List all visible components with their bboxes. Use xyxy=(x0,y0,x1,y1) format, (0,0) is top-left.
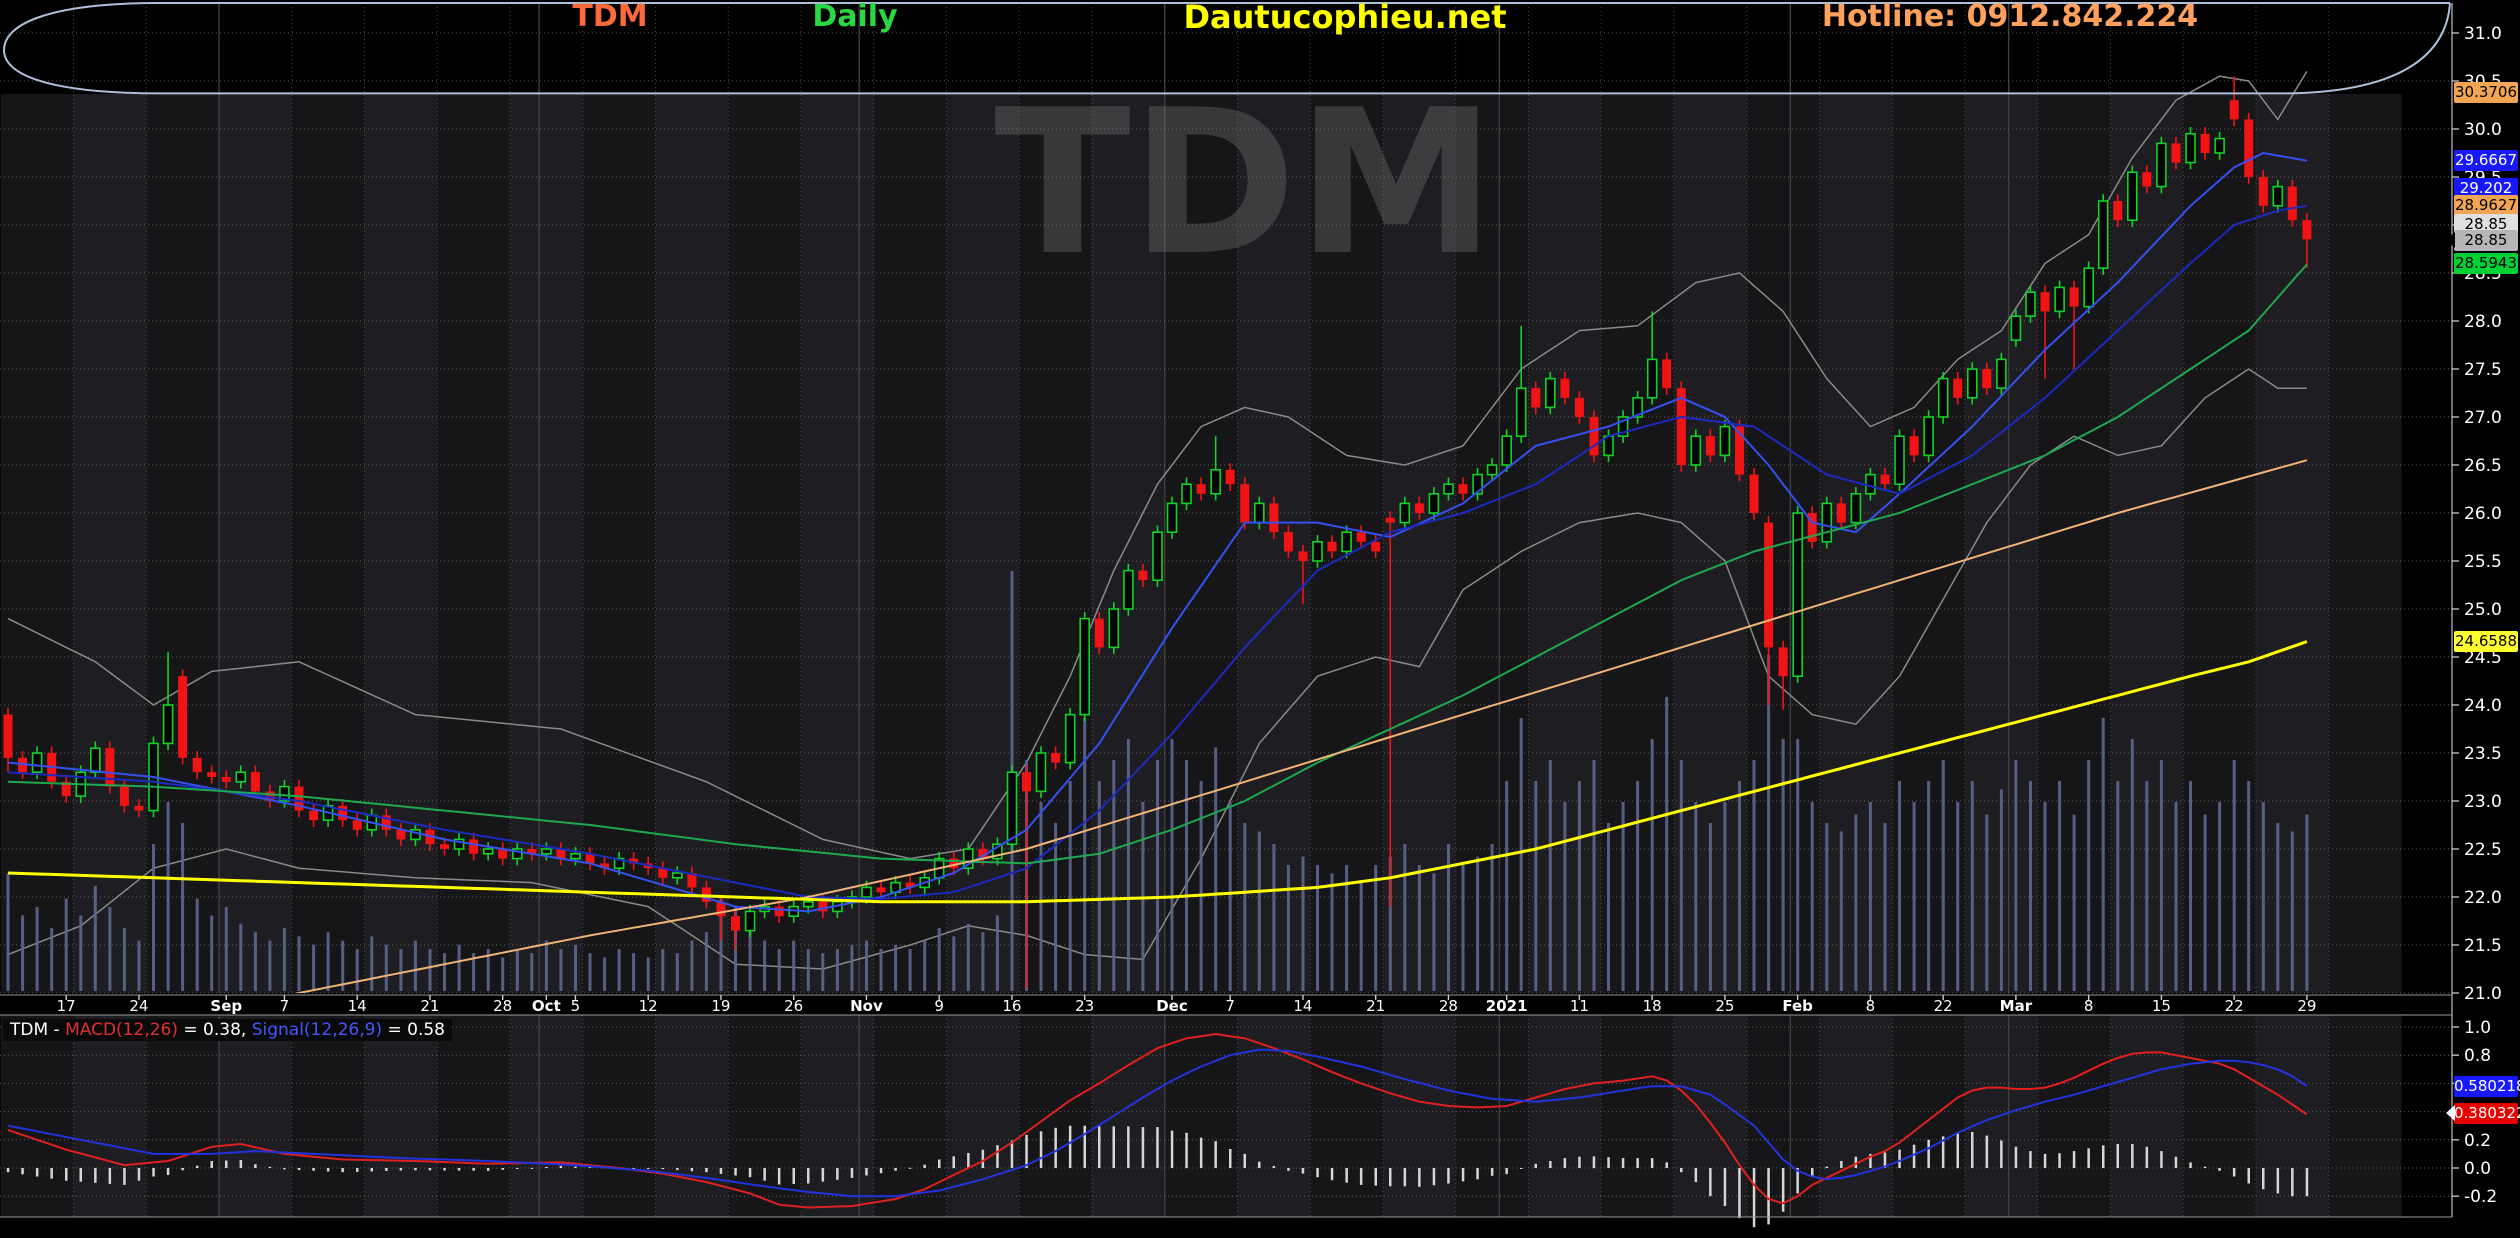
week-stripes xyxy=(0,94,2402,1217)
date-day-label: 22 xyxy=(1934,997,1953,1015)
date-day-label: 21 xyxy=(420,997,439,1015)
macd-tick-label: 0.0 xyxy=(2464,1159,2491,1179)
date-day-label: 26 xyxy=(784,997,803,1015)
date-day-label: 19 xyxy=(711,997,730,1015)
price-tick-label: 30.0 xyxy=(2464,120,2502,140)
price-badge-ref: 28.9627 xyxy=(2454,195,2518,216)
price-tick-label: 31.0 xyxy=(2464,24,2502,44)
date-day-label: 23 xyxy=(1075,997,1094,1015)
price-tick-label: 23.0 xyxy=(2464,792,2502,812)
date-day-label: 29 xyxy=(2297,997,2316,1015)
price-tick-label: 24.5 xyxy=(2464,648,2502,668)
date-day-label: 16 xyxy=(1002,997,1021,1015)
date-day-label: 7 xyxy=(280,997,290,1015)
watermark-text: TDM xyxy=(994,67,1495,300)
volume-bars xyxy=(6,571,2309,991)
price-tick-label: 27.0 xyxy=(2464,408,2502,428)
timeframe-label: Daily xyxy=(812,0,898,34)
price-tick-label: 23.5 xyxy=(2464,744,2502,764)
high-band-line xyxy=(2,2,2451,95)
price-badge-close: 28.85 xyxy=(2454,214,2518,235)
price-tick-label: 26.0 xyxy=(2464,504,2502,524)
site-brand-label: Dautucophieu.net xyxy=(1183,0,1507,36)
date-day-label: 14 xyxy=(348,997,367,1015)
last-price-marker: 28.85 xyxy=(2446,230,2518,251)
ma-line-ma100 xyxy=(294,459,2308,993)
date-month-label: Dec xyxy=(1156,997,1188,1015)
moving-averages xyxy=(7,151,2308,993)
date-day-label: 28 xyxy=(1439,997,1458,1015)
date-day-label: 21 xyxy=(1366,997,1385,1015)
date-day-label: 8 xyxy=(2084,997,2094,1015)
date-day-label: 11 xyxy=(1570,997,1589,1015)
hotline-label: Hotline: 0912.842.224 xyxy=(1821,0,2199,34)
ticker-symbol: TDM xyxy=(572,0,648,34)
price-tick-label: 24.0 xyxy=(2464,696,2502,716)
macd-indicator-label: TDM - MACD(12,26) = 0.38, Signal(12,26,9… xyxy=(3,1019,452,1041)
macd-tick-label: 0.8 xyxy=(2464,1046,2491,1066)
price-badge-band-upper: 30.3706 xyxy=(2454,82,2518,103)
ma-line-ma200 xyxy=(7,640,2308,904)
date-day-label: 28 xyxy=(493,997,512,1015)
date-axis: 17 24 Sep 7 14 21 28 Oct 5 12 19 26 Nov 9 16 23 Dec 7 14 21… xyxy=(0,994,2520,1016)
price-badge-ma20: 29.202 xyxy=(2454,178,2518,199)
macd-tick-label: 1.0 xyxy=(2464,1018,2491,1038)
date-day-label: 12 xyxy=(639,997,658,1015)
price-badge-ma50: 28.5943 xyxy=(2454,253,2518,274)
date-day-label: 14 xyxy=(1293,997,1312,1015)
price-tick-label: 22.0 xyxy=(2464,888,2502,908)
price-tick-label: 26.5 xyxy=(2464,456,2502,476)
macd-badge-signal: 0.580218 xyxy=(2454,1076,2520,1097)
vertical-gridlines xyxy=(72,3,2330,1217)
date-month-label: 2021 xyxy=(1486,997,1528,1015)
date-month-label: Mar xyxy=(2000,997,2033,1015)
ma-line-ma20 xyxy=(7,204,2308,900)
price-tick-label: 28.0 xyxy=(2464,312,2502,332)
date-day-label: 8 xyxy=(1866,997,1876,1015)
date-day-label: 9 xyxy=(934,997,944,1015)
ma-line-ma10 xyxy=(7,151,2308,913)
price-tick-label: 25.5 xyxy=(2464,552,2502,572)
date-day-label: 25 xyxy=(1715,997,1734,1015)
macd-tick-label: 0.2 xyxy=(2464,1131,2491,1151)
signal-label-name: Signal(12,26,9) xyxy=(251,1020,383,1040)
macd-pane xyxy=(0,1032,2452,1228)
date-month-label: Oct xyxy=(532,997,561,1015)
horizontal-gridlines xyxy=(0,32,2452,1197)
date-day-label: 7 xyxy=(1225,997,1235,1015)
date-month-label: Nov xyxy=(850,997,883,1015)
date-day-label: 17 xyxy=(57,997,76,1015)
price-tick-label: 21.5 xyxy=(2464,936,2502,956)
date-month-label: Feb xyxy=(1782,997,1813,1015)
macd-tick-label: -0.2 xyxy=(2464,1187,2497,1207)
date-day-label: 18 xyxy=(1643,997,1662,1015)
date-day-label: 24 xyxy=(129,997,148,1015)
macd-badge-value: 0.380322 xyxy=(2446,1103,2520,1124)
price-tick-label: 25.0 xyxy=(2464,600,2502,620)
price-tick-label: 21.0 xyxy=(2464,984,2502,1004)
signal-label-value: = 0.58 xyxy=(382,1020,445,1040)
date-day-label: 5 xyxy=(571,997,581,1015)
price-tick-label: 22.5 xyxy=(2464,840,2502,860)
price-badge-ma10: 29.6667 xyxy=(2454,150,2518,171)
date-day-label: 22 xyxy=(2225,997,2244,1015)
price-badge-ma200: 24.6588 xyxy=(2454,631,2518,652)
watermark-text: TDM xyxy=(994,67,1495,300)
date-day-label: 15 xyxy=(2152,997,2171,1015)
date-month-label: Sep xyxy=(210,997,242,1015)
price-tick-label: 27.5 xyxy=(2464,360,2502,380)
macd-label-symbol: TDM - xyxy=(10,1020,66,1040)
macd-label-name: MACD(12,26) xyxy=(65,1020,178,1040)
macd-label-value: = 0.38, xyxy=(177,1020,252,1040)
ma-line-ma50 xyxy=(7,263,2308,865)
